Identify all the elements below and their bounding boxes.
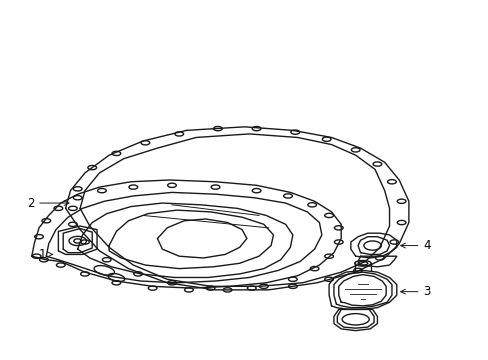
Text: 4: 4 [400, 239, 430, 252]
Text: 1: 1 [39, 248, 52, 261]
Text: 2: 2 [27, 197, 69, 210]
Text: 3: 3 [400, 285, 430, 298]
